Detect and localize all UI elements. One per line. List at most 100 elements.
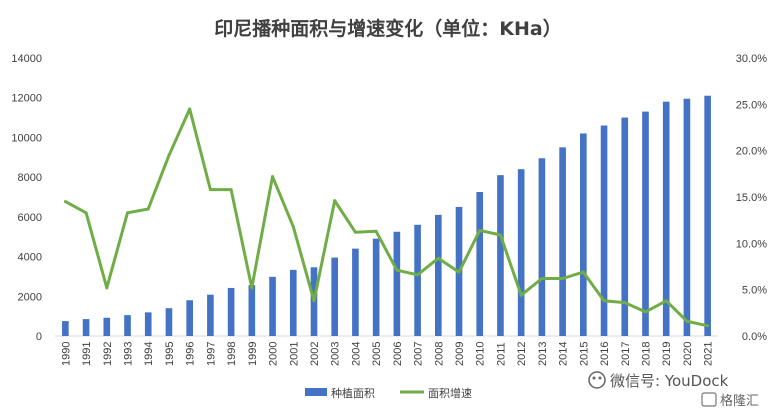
line-point: [353, 230, 357, 234]
x-tick-label: 1993: [123, 342, 135, 366]
bar: [538, 158, 546, 336]
line-point: [105, 286, 109, 290]
line-point: [63, 200, 67, 204]
bar: [621, 117, 629, 336]
y-left-tick-label: 6000: [18, 212, 42, 224]
y-right-tick-label: 5.0%: [742, 285, 767, 297]
bar: [144, 312, 152, 336]
bar: [82, 319, 90, 336]
line-point: [602, 299, 606, 303]
line-point: [498, 233, 502, 237]
x-tick-label: 2007: [413, 342, 425, 366]
watermark-text: 微信号: YouDock: [610, 372, 729, 390]
x-tick-label: 2018: [640, 342, 652, 366]
x-tick-label: 2004: [350, 342, 362, 366]
bar-series: [62, 95, 711, 336]
line-point: [685, 319, 689, 323]
bar: [683, 98, 691, 336]
line-point: [478, 228, 482, 232]
x-tick-label: 1991: [81, 342, 93, 366]
line-point: [706, 324, 710, 328]
line-point: [312, 299, 316, 303]
y-left-tick-label: 0: [36, 331, 42, 343]
y-axis-right: 0.0% 5.0% 10.0% 15.0% 20.0% 25.0% 30.0%: [736, 53, 767, 343]
bar: [248, 285, 256, 336]
y-right-tick-label: 20.0%: [736, 146, 767, 158]
line-point: [561, 277, 565, 281]
brand-text: 格隆汇: [720, 393, 759, 409]
x-tick-label: 1999: [247, 342, 259, 366]
bar: [476, 192, 484, 336]
x-tick-label: 2020: [682, 342, 694, 366]
legend: 种植面积 面积增速: [305, 386, 472, 400]
x-tick-label: 1996: [185, 342, 197, 366]
bar: [186, 300, 193, 336]
bar: [393, 231, 401, 336]
bar: [517, 169, 525, 336]
bar: [580, 133, 587, 336]
x-tick-label: 2014: [558, 342, 570, 366]
y-left-tick-label: 2000: [18, 291, 42, 303]
y-left-tick-label: 8000: [18, 172, 42, 184]
line-point: [416, 273, 420, 277]
x-tick-label: 2015: [578, 342, 590, 366]
line-point: [643, 310, 647, 314]
bar: [704, 95, 711, 336]
watermark: 微信号: YouDock 格隆汇: [588, 371, 759, 409]
line-point: [167, 153, 171, 157]
x-tick-label: 2013: [537, 342, 549, 366]
growth-line: [64, 107, 708, 328]
x-tick-label: 2009: [454, 342, 466, 366]
bar: [642, 111, 649, 336]
y-right-tick-label: 25.0%: [736, 99, 767, 111]
legend-swatch-bars: [305, 388, 327, 396]
bar: [207, 294, 214, 336]
bar: [600, 125, 608, 336]
bar: [352, 248, 359, 336]
bar: [331, 257, 339, 336]
bar: [124, 315, 131, 336]
line-point: [291, 225, 295, 229]
bar: [372, 238, 380, 336]
x-tick-label: 1997: [205, 342, 217, 366]
line-point: [436, 256, 440, 260]
x-tick-label: 2002: [309, 342, 321, 366]
x-tick-label: 2012: [516, 342, 528, 366]
bar: [269, 276, 276, 336]
x-axis: 1990 1991 1992 1993 1994 1995 1996 1997 1998 1999…: [55, 335, 718, 366]
y-right-tick-label: 15.0%: [736, 192, 767, 204]
x-tick-label: 1992: [102, 342, 114, 366]
line-series: [63, 107, 710, 328]
legend-label-bars: 种植面积: [331, 386, 375, 400]
line-point: [271, 175, 275, 179]
bar: [434, 214, 442, 336]
line-point: [333, 199, 337, 203]
x-tick-label: 2005: [371, 342, 383, 366]
x-tick-label: 2016: [599, 342, 611, 366]
x-tick-label: 2003: [330, 342, 342, 366]
legend-label-line: 面积增速: [428, 386, 472, 400]
line-point: [519, 293, 523, 297]
x-tick-label: 2019: [661, 342, 673, 366]
chart-title: 印尼播种面积与增速变化（单位：KHa）: [214, 17, 561, 40]
y-left-tick-label: 4000: [18, 252, 42, 264]
line-point: [457, 270, 461, 274]
bar: [414, 224, 421, 336]
line-point: [540, 277, 544, 281]
x-tick-label: 2021: [703, 342, 715, 366]
x-tick-label: 1994: [143, 342, 155, 366]
x-tick-label: 2000: [268, 342, 280, 366]
line-point: [664, 299, 668, 303]
bar: [62, 321, 69, 336]
line-point: [126, 211, 130, 215]
line-point: [374, 229, 378, 233]
bar: [289, 269, 297, 336]
bar: [497, 175, 504, 336]
x-tick-label: 2017: [620, 342, 632, 366]
line-point: [623, 301, 627, 305]
x-tick-label: 1998: [226, 342, 238, 366]
line-point: [250, 286, 254, 290]
y-right-tick-label: 10.0%: [736, 238, 767, 250]
line-point: [395, 268, 399, 272]
